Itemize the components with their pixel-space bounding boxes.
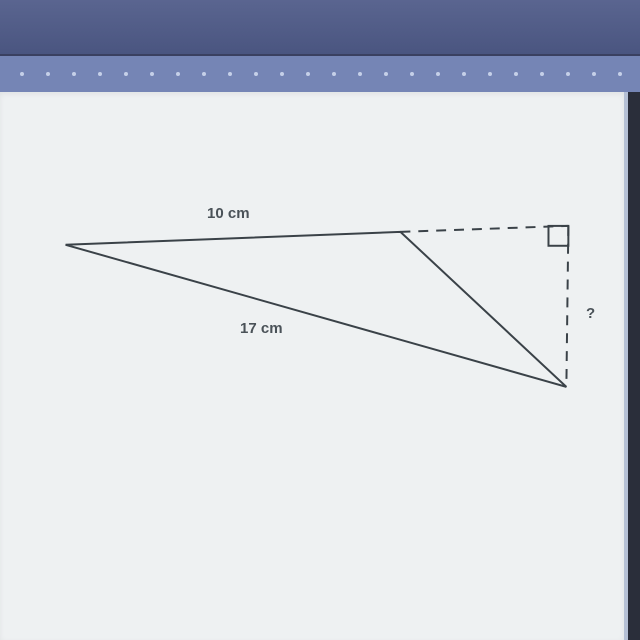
ruler-dot (410, 72, 414, 76)
ruler-dot (566, 72, 570, 76)
ruler-dot (202, 72, 206, 76)
ruler-dot (176, 72, 180, 76)
ruler-dot (618, 72, 622, 76)
ruler-dot (540, 72, 544, 76)
ruler-dot (358, 72, 362, 76)
label-unknown: ? (586, 305, 595, 322)
document-canvas: 10 cm 17 cm ? (0, 92, 628, 640)
ruler-dot (462, 72, 466, 76)
ruler-dot (124, 72, 128, 76)
ruler-dot (150, 72, 154, 76)
ruler-dot (228, 72, 232, 76)
screen-frame: 10 cm 17 cm ? (0, 0, 640, 640)
right-angle-marker (548, 226, 568, 246)
ruler-dot (384, 72, 388, 76)
ruler-dot (20, 72, 24, 76)
dashed-top-extension (400, 226, 568, 232)
ruler-dot (332, 72, 336, 76)
geometry-diagram (0, 92, 624, 640)
label-hypotenuse: 17 cm (240, 320, 283, 337)
ruler-dot (436, 72, 440, 76)
ruler-dot (254, 72, 258, 76)
triangle-shape (66, 232, 567, 387)
ruler-dot (488, 72, 492, 76)
ruler-dot (306, 72, 310, 76)
ruler-dot (280, 72, 284, 76)
ruler-dot (514, 72, 518, 76)
dashed-height-line (566, 226, 568, 387)
label-top-side: 10 cm (207, 205, 250, 222)
ruler-dot (98, 72, 102, 76)
ruler-dot (72, 72, 76, 76)
window-titlebar (0, 0, 640, 56)
ruler-dot (592, 72, 596, 76)
ruler-dot (46, 72, 50, 76)
ruler-toolbar (0, 56, 640, 92)
